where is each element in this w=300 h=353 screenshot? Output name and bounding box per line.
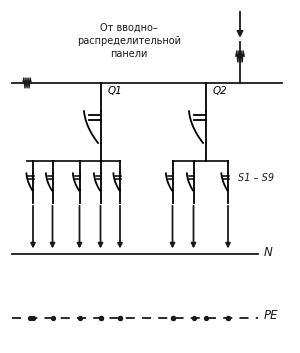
Text: Q1: Q1 — [108, 86, 123, 96]
Text: N: N — [264, 246, 273, 259]
Text: PE: PE — [264, 310, 278, 322]
Text: S1 – S9: S1 – S9 — [238, 173, 274, 183]
Text: Q2: Q2 — [213, 86, 228, 96]
Text: От вводно–
распределительной
панели: От вводно– распределительной панели — [77, 23, 181, 59]
